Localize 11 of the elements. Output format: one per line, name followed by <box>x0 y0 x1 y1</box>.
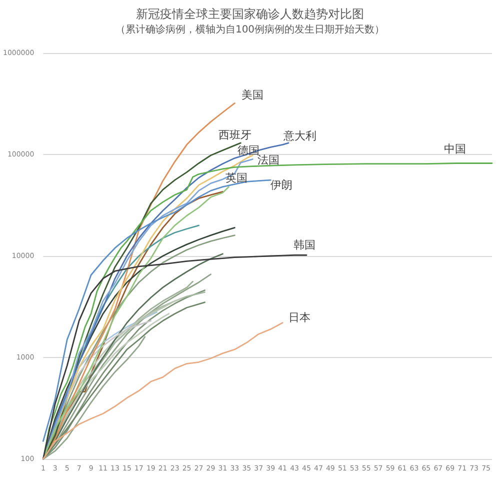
series-label: 英国 <box>226 171 248 184</box>
series-label: 美国 <box>242 88 264 102</box>
series-label: 西班牙 <box>218 128 252 142</box>
chart-subtitle: （累计确诊病例，横轴为自100例病例的发生日期开始天数） <box>115 24 385 36</box>
series-label: 意大利 <box>282 129 317 142</box>
series-label: 日本 <box>288 311 311 324</box>
series-label: 伊朗 <box>270 178 293 192</box>
series-label: 中国 <box>444 142 466 156</box>
series-label: 法国 <box>258 154 280 167</box>
chart-title: 新冠疫情全球主要国家确诊人数趋势对比图 <box>136 7 364 21</box>
series-label: 韩国 <box>293 238 316 252</box>
